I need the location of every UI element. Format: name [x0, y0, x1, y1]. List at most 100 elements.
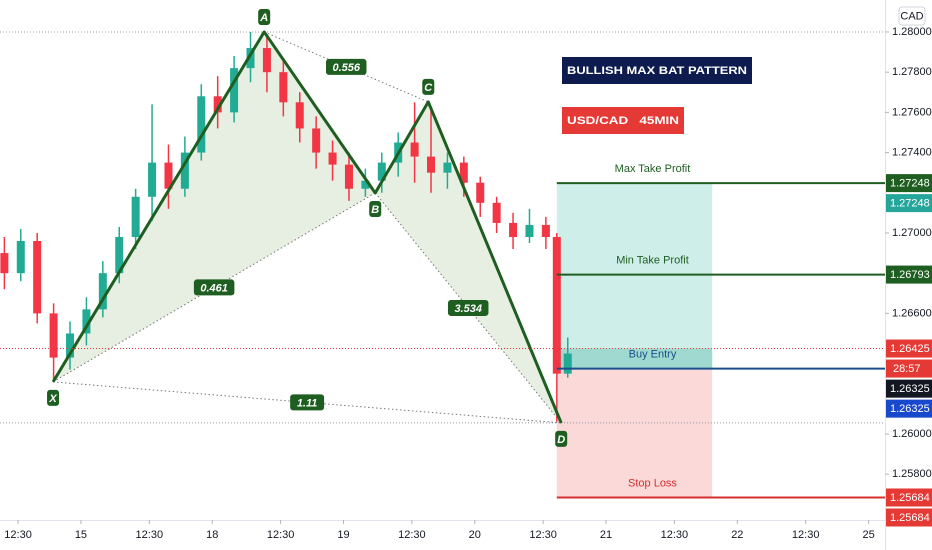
- candle-body: [344, 164, 353, 189]
- x-tick-label: 12:30: [792, 529, 820, 541]
- ratio-label: 0.556: [332, 62, 360, 74]
- ratio-badge: [325, 58, 367, 75]
- candle-body: [197, 96, 206, 153]
- price-tag-label: 1.26425: [890, 343, 930, 355]
- candle-body: [563, 353, 572, 374]
- ratio-label: 3.534: [454, 303, 482, 315]
- candle-body: [66, 333, 75, 358]
- level-label: Max Take Profit: [615, 163, 691, 175]
- subtitle: USD/CAD 45MIN: [567, 115, 679, 127]
- point-label: X: [48, 393, 57, 405]
- currency: CAD: [900, 10, 923, 22]
- candle-body: [509, 222, 518, 237]
- x-tick-label: 12:30: [529, 529, 557, 541]
- candle-body: [16, 241, 25, 274]
- x-tick-label: 20: [469, 529, 481, 541]
- subtitle-box: [562, 107, 684, 134]
- point-label: D: [557, 434, 565, 446]
- x-tick-label: 12:30: [267, 529, 295, 541]
- x-tick-label: 12:30: [4, 529, 32, 541]
- profit-zone: [556, 183, 713, 369]
- y-tick-label: 1.27800: [892, 66, 932, 78]
- candle-body: [328, 152, 337, 165]
- candle-body: [148, 162, 157, 197]
- price-tag: [886, 379, 932, 398]
- countdown: 28:57: [893, 363, 921, 375]
- point-badge: [369, 200, 382, 217]
- price-tag-label: 1.27248: [890, 178, 930, 190]
- level-label: Min Take Profit: [616, 254, 689, 266]
- price-tag-label: 1.27248: [890, 198, 930, 210]
- pattern-fill: [375, 101, 562, 423]
- candle-body: [115, 236, 124, 274]
- title: BULLISH MAX BAT PATTERN: [567, 65, 747, 77]
- point-label: C: [424, 82, 433, 94]
- y-tick-label: 1.27400: [892, 146, 932, 158]
- candle-body: [213, 96, 222, 113]
- y-tick-label: 1.28000: [892, 26, 932, 38]
- pattern-fill: [53, 31, 376, 382]
- price-tag-label: 1.25684: [890, 512, 930, 524]
- x-tick-label: 19: [337, 529, 349, 541]
- candle-body: [476, 182, 485, 203]
- point-badge: [258, 8, 271, 25]
- pattern-legs: [51, 30, 563, 424]
- ratio-label: 1.11: [297, 397, 318, 409]
- y-tick-label: 1.26000: [892, 428, 932, 440]
- candle-body: [312, 128, 321, 153]
- candle-body: [82, 309, 91, 334]
- price-tag: [886, 488, 932, 507]
- ratio-badge: [290, 394, 325, 411]
- ratio-line: [374, 192, 562, 424]
- price-tag: [886, 194, 932, 213]
- x-tick-label: 21: [600, 529, 612, 541]
- entry-zone: [556, 348, 713, 369]
- candle-body: [131, 196, 140, 237]
- price-tag: [886, 508, 932, 527]
- price-tag: [886, 174, 932, 193]
- candle-body: [552, 236, 561, 374]
- ratio-line: [53, 381, 562, 424]
- y-tick-label: 1.25800: [892, 468, 932, 480]
- candle-body: [0, 253, 9, 274]
- candle-body: [98, 273, 107, 310]
- level-label: Buy Entry: [629, 349, 677, 361]
- candle-body: [525, 224, 534, 237]
- y-tick-label: 1.26600: [892, 307, 932, 319]
- candle-body: [230, 68, 239, 113]
- point-label: A: [259, 12, 268, 24]
- candle-body: [459, 162, 468, 183]
- point-badge: [555, 430, 568, 447]
- countdown-tag: [886, 359, 932, 378]
- candle-body: [279, 72, 288, 103]
- loss-zone: [556, 368, 713, 498]
- candle-body: [33, 241, 42, 314]
- candle-body: [410, 142, 419, 157]
- point-label: B: [371, 204, 379, 216]
- ratio-label: 0.461: [200, 282, 228, 294]
- candle-body: [164, 162, 173, 189]
- x-tick-label: 22: [731, 529, 743, 541]
- x-tick-label: 18: [206, 529, 218, 541]
- x-tick-label: 25: [862, 529, 874, 541]
- price-tag: [886, 265, 932, 284]
- ratio-badge: [447, 299, 489, 316]
- x-tick-label: 15: [75, 529, 87, 541]
- point-badge: [47, 389, 60, 406]
- candle-body: [541, 224, 550, 237]
- price-tag: [886, 399, 932, 418]
- candle-body: [377, 162, 386, 181]
- x-tick-label: 12:30: [661, 529, 689, 541]
- candle-body: [262, 48, 271, 73]
- candle-body: [180, 152, 189, 189]
- candle-body: [443, 162, 452, 173]
- point-badge: [422, 78, 435, 95]
- y-tick-label: 1.27600: [892, 106, 932, 118]
- title-box: [562, 57, 752, 84]
- price-tag: [886, 339, 932, 358]
- ratio-badge: [193, 279, 235, 296]
- candle-body: [246, 48, 255, 69]
- candle-body: [49, 313, 58, 358]
- price-tag-label: 1.25684: [890, 492, 930, 504]
